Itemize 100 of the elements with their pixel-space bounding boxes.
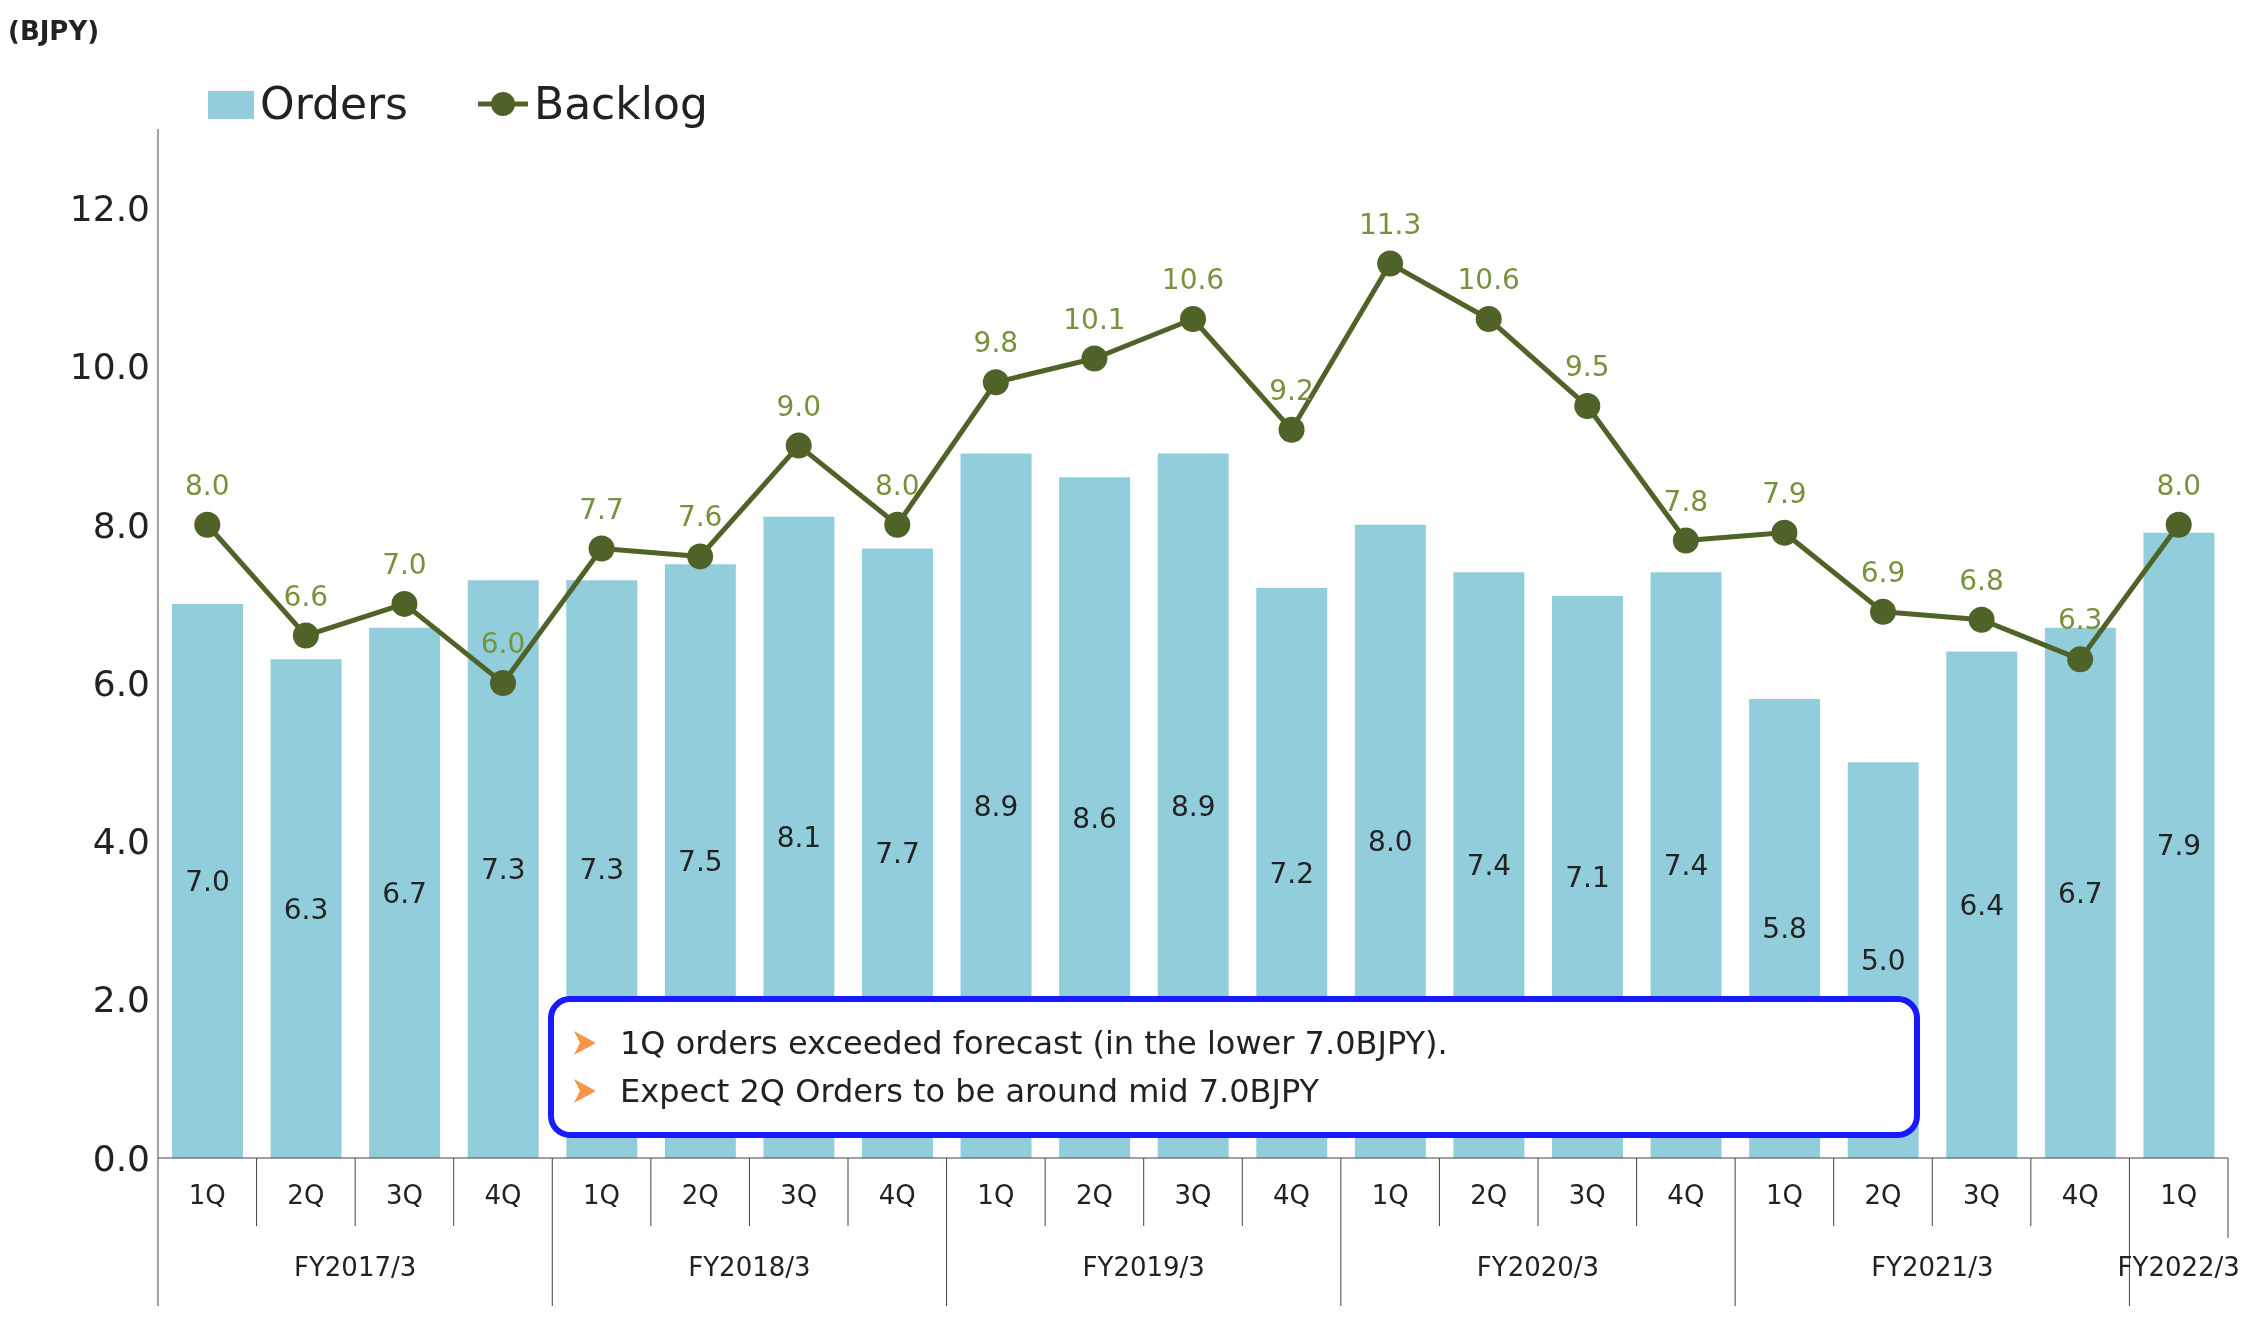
data-label: 7.3: [579, 853, 625, 887]
y-tick-label: 6.0: [92, 662, 150, 704]
data-label: 7.0: [185, 864, 230, 898]
x-tick-label: 1Q: [188, 1180, 226, 1210]
data-label: 7.9: [1762, 476, 1807, 510]
bar: [2044, 627, 2116, 1158]
data-label: 6.3: [2057, 603, 2103, 637]
x-tick-label: 2Q: [1864, 1180, 1902, 1210]
x-tick-label: 3Q: [780, 1180, 818, 1210]
data-label: 7.2: [1269, 856, 1315, 890]
data-label: 8.0: [1368, 825, 1413, 859]
point: [1475, 305, 1502, 332]
text: FY2020/3: [1476, 1252, 1600, 1282]
x-tick-label: 4Q: [1273, 1180, 1311, 1210]
x-tick-label: 1Q: [1371, 1180, 1409, 1210]
point: [2067, 646, 2094, 673]
data-label: 10.6: [1161, 262, 1225, 296]
data-label: 7.0: [382, 547, 427, 581]
data-label: 6.6: [283, 579, 329, 613]
data-label: 7.7: [875, 837, 920, 871]
x-tick-label: 1Q: [2160, 1180, 2198, 1210]
point: [292, 622, 319, 649]
y-tick-label: 4.0: [92, 821, 150, 863]
legend-label: Orders: [260, 78, 408, 129]
data-label: 7.1: [1565, 860, 1610, 894]
bar: [172, 603, 243, 1158]
bar: [369, 627, 441, 1158]
data-label: 6.3: [283, 892, 329, 926]
annotation: 1Q orders exceeded forecast (in the lower 7.0BJPY).: [620, 1024, 1448, 1062]
point: [1771, 519, 1798, 546]
point: [1870, 598, 1896, 625]
data-label: 9.8: [973, 326, 1019, 360]
data-label: 8.9: [1170, 789, 1216, 823]
x-tick-label: 4Q: [2061, 1180, 2099, 1210]
x-tick-label: 4Q: [484, 1180, 522, 1210]
x-tick-label: 2Q: [1075, 1180, 1113, 1210]
point: [884, 511, 911, 538]
data-label: 8.0: [875, 468, 920, 502]
data-label: 8.9: [973, 789, 1019, 823]
y-tick-label: 12.0: [69, 187, 150, 229]
data-label: 7.8: [1663, 484, 1709, 518]
data-label: 9.5: [1565, 350, 1610, 384]
data-label: 5.8: [1762, 912, 1807, 946]
point: [1278, 416, 1305, 443]
bar: [270, 659, 342, 1158]
legend-label: Backlog: [533, 78, 708, 129]
point: [2165, 511, 2192, 538]
data-label: 11.3: [1358, 207, 1422, 241]
text: FY2021/3: [1871, 1252, 1994, 1282]
data-label: 6.7: [382, 876, 427, 910]
data-label: 7.9: [2156, 829, 2202, 863]
x-tick-label: 3Q: [1963, 1180, 2001, 1210]
bar: [2143, 532, 2215, 1158]
bar: [1946, 651, 2018, 1158]
data-label: 9.2: [1269, 373, 1314, 407]
text: FY2017/3: [293, 1252, 417, 1282]
point: [588, 535, 615, 562]
point: [1968, 606, 1995, 633]
note-box: 1Q orders exceeded forecast (in the lower 7.0BJPY). Expect 2Q Orders to be around mid 7.0BJPY: [548, 996, 1920, 1138]
x-tick-label: 1Q: [583, 1180, 621, 1210]
data-label: 8.1: [776, 821, 822, 855]
x-tick-label: 4Q: [1667, 1180, 1705, 1210]
point: [785, 432, 812, 459]
x-tick-label: 3Q: [1174, 1180, 1212, 1210]
data-label: 7.5: [678, 845, 723, 879]
x-tick-label: 1Q: [1765, 1180, 1803, 1210]
x-tick-label: 3Q: [385, 1180, 423, 1210]
point: [490, 670, 516, 697]
data-label: 6.8: [1959, 563, 2004, 597]
y-axis-title: (BJPY): [8, 16, 100, 46]
point: [1574, 393, 1601, 420]
point: [982, 369, 1009, 396]
x-tick-label: 1Q: [977, 1180, 1015, 1210]
data-label: 7.6: [677, 500, 723, 534]
y-tick-label: 8.0: [92, 504, 150, 546]
data-label: 6.4: [1959, 888, 2005, 922]
x-tick-label: 4Q: [878, 1180, 916, 1210]
data-label: 10.1: [1063, 302, 1126, 336]
y-tick-label: 0.0: [92, 1137, 150, 1179]
data-label: 8.0: [185, 468, 230, 502]
data-label: 9.0: [776, 389, 821, 423]
y-tick-label: 2.0: [92, 979, 150, 1021]
data-label: 7.3: [480, 853, 526, 887]
data-label: 5.0: [1860, 944, 1906, 978]
text: FY2018/3: [688, 1252, 811, 1282]
point: [391, 590, 418, 617]
data-label: 6.7: [2058, 876, 2103, 910]
annotation: Expect 2Q Orders to be around mid 7.0BJPY: [620, 1072, 1320, 1110]
text: FY2019/3: [1082, 1252, 1205, 1282]
point: [1377, 250, 1404, 277]
data-label: 6.0: [480, 627, 526, 661]
point: [1180, 305, 1206, 332]
point: [194, 511, 221, 538]
data-label: 7.4: [1466, 849, 1512, 883]
bar: [467, 580, 539, 1158]
x-tick-label: 2Q: [1470, 1180, 1508, 1210]
x-tick-label: 3Q: [1568, 1180, 1606, 1210]
data-label: 8.6: [1072, 801, 1117, 835]
y-tick-label: 10.0: [69, 346, 150, 388]
data-label: 8.0: [2156, 468, 2201, 502]
